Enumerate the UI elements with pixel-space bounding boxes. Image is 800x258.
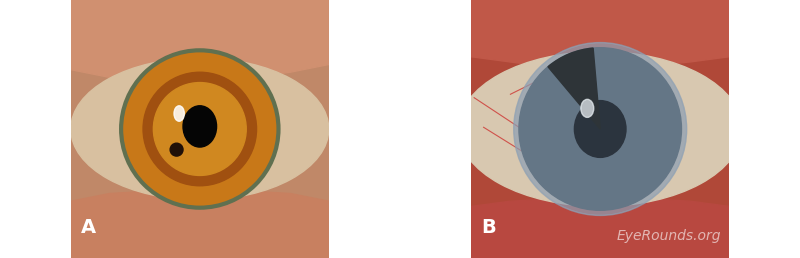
Polygon shape	[71, 188, 329, 258]
Polygon shape	[471, 0, 729, 70]
Polygon shape	[71, 0, 329, 83]
Circle shape	[514, 43, 686, 215]
Circle shape	[143, 72, 257, 186]
Circle shape	[519, 48, 682, 210]
Polygon shape	[471, 196, 729, 258]
Ellipse shape	[574, 101, 626, 157]
Wedge shape	[548, 48, 600, 129]
Text: A: A	[81, 218, 96, 237]
Text: B: B	[482, 218, 496, 237]
Ellipse shape	[581, 99, 594, 117]
Ellipse shape	[71, 58, 329, 200]
Circle shape	[122, 52, 278, 206]
Circle shape	[170, 143, 183, 156]
Text: EyeRounds.org: EyeRounds.org	[617, 229, 722, 243]
Ellipse shape	[174, 106, 184, 121]
Ellipse shape	[458, 52, 742, 206]
Ellipse shape	[183, 106, 217, 147]
Circle shape	[514, 43, 686, 215]
Circle shape	[154, 83, 246, 175]
